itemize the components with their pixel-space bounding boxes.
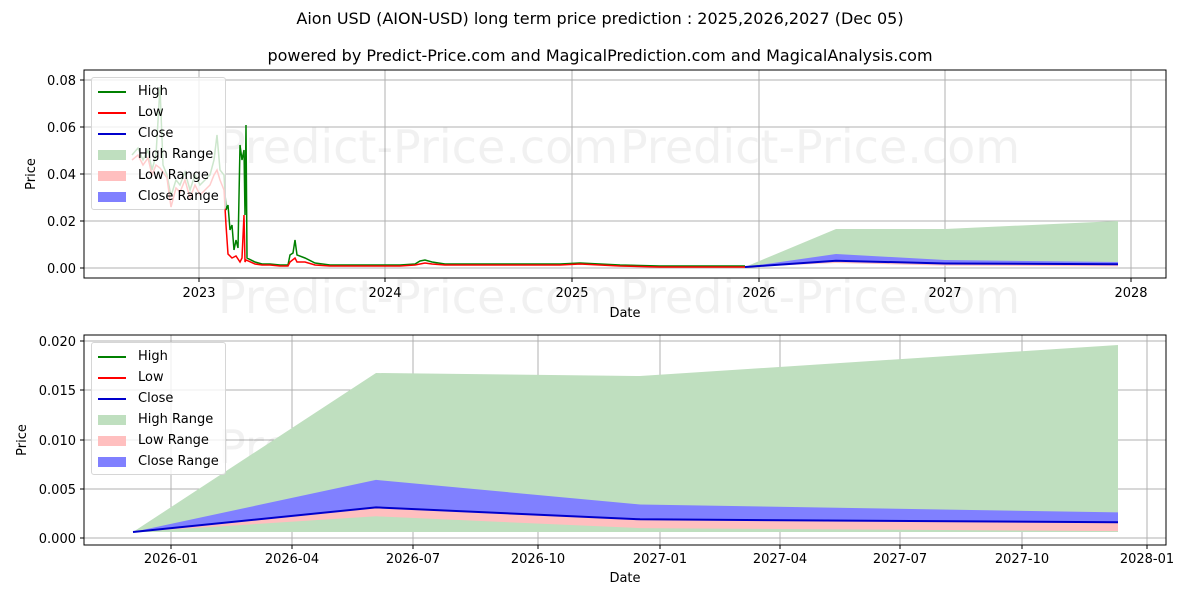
legend-item-high-range: High Range bbox=[98, 409, 219, 430]
watermark: Predict-Price.com bbox=[218, 120, 618, 174]
legend-label: Close bbox=[138, 391, 174, 406]
legend-swatch bbox=[98, 191, 126, 202]
legend-item-low-range: Low Range bbox=[98, 430, 219, 451]
legend-item-low: Low bbox=[98, 102, 219, 123]
y-tick: 0.015 bbox=[39, 384, 76, 399]
y-tick: 0.06 bbox=[47, 121, 76, 136]
top-x-ticks: 2023 2024 2025 2026 2027 2028 bbox=[182, 286, 1147, 301]
legend-item-close-range: Close Range bbox=[98, 451, 219, 472]
legend-swatch bbox=[98, 170, 126, 181]
legend-label: Close Range bbox=[138, 454, 219, 469]
legend-label: Low Range bbox=[138, 168, 209, 183]
top-chart: Predict-Price.com Predict-Price.com Pred… bbox=[24, 69, 1167, 324]
legend-swatch bbox=[98, 111, 126, 114]
legend-item-low-range: Low Range bbox=[98, 165, 219, 186]
legend-swatch bbox=[98, 397, 126, 400]
legend-swatch bbox=[98, 435, 126, 446]
watermark: Predict-Price.com bbox=[620, 120, 1020, 174]
top-grid bbox=[84, 70, 1166, 278]
chart-title: Aion USD (AION-USD) long term price pred… bbox=[296, 9, 904, 28]
legend-swatch bbox=[98, 414, 126, 425]
legend-item-high: High bbox=[98, 346, 219, 367]
legend-swatch bbox=[98, 149, 126, 160]
x-tick: 2027-10 bbox=[995, 552, 1049, 567]
close-range-area bbox=[745, 254, 1118, 267]
y-tick: 0.000 bbox=[39, 532, 76, 547]
legend-label: Close Range bbox=[138, 189, 219, 204]
x-tick: 2026 bbox=[742, 286, 775, 301]
legend-swatch bbox=[98, 376, 126, 379]
top-x-axis-label: Date bbox=[609, 306, 640, 321]
legend-item-close-range: Close Range bbox=[98, 186, 219, 207]
y-tick: 0.010 bbox=[39, 434, 76, 449]
legend-label: Low bbox=[138, 370, 164, 385]
legend-label: Low Range bbox=[138, 433, 209, 448]
x-tick: 2028 bbox=[1114, 286, 1147, 301]
x-tick: 2026-01 bbox=[144, 552, 198, 567]
y-tick: 0.020 bbox=[39, 335, 76, 350]
watermark: Predict-Price.com bbox=[218, 270, 618, 324]
legend-item-low: Low bbox=[98, 367, 219, 388]
y-tick: 0.02 bbox=[47, 215, 76, 230]
legend-label: Close bbox=[138, 126, 174, 141]
y-tick: 0.005 bbox=[39, 483, 76, 498]
legend-swatch bbox=[98, 90, 126, 93]
x-tick: 2027-01 bbox=[633, 552, 687, 567]
legend-swatch bbox=[98, 355, 126, 358]
bottom-y-ticks: 0.000 0.005 0.010 0.015 0.020 bbox=[39, 335, 76, 547]
close-range-area bbox=[133, 479, 1118, 532]
x-tick: 2023 bbox=[182, 286, 215, 301]
bottom-legend: High Low Close High Range Low Range Clos… bbox=[91, 342, 226, 475]
y-tick: 0.08 bbox=[47, 74, 76, 89]
x-tick: 2027 bbox=[928, 286, 961, 301]
legend-label: High Range bbox=[138, 147, 214, 162]
legend-swatch bbox=[98, 456, 126, 467]
x-tick: 2027-04 bbox=[753, 552, 807, 567]
top-legend: High Low Close High Range Low Range Clos… bbox=[91, 77, 226, 210]
close-line bbox=[132, 506, 1119, 533]
x-tick: 2028-01 bbox=[1120, 552, 1174, 567]
top-y-axis-label: Price bbox=[24, 158, 39, 190]
bottom-y-axis-label: Price bbox=[15, 424, 30, 456]
legend-item-high-range: High Range bbox=[98, 144, 219, 165]
legend-item-high: High bbox=[98, 81, 219, 102]
legend-label: High Range bbox=[138, 412, 214, 427]
x-tick: 2026-10 bbox=[511, 552, 565, 567]
bottom-chart: Predict-Price.com Predict-Price.com 0.00… bbox=[15, 334, 1174, 586]
chart-subtitle: powered by Predict-Price.com and Magical… bbox=[267, 46, 933, 65]
legend-item-close: Close bbox=[98, 123, 219, 144]
close-line bbox=[744, 259, 1119, 268]
y-tick: 0.04 bbox=[47, 168, 76, 183]
watermark: Predict-Price.com bbox=[620, 270, 1020, 324]
x-tick: 2027-07 bbox=[873, 552, 927, 567]
legend-swatch bbox=[98, 132, 126, 135]
x-tick: 2026-07 bbox=[386, 552, 440, 567]
top-y-ticks: 0.00 0.02 0.04 0.06 0.08 bbox=[47, 74, 76, 277]
legend-label: Low bbox=[138, 105, 164, 120]
x-tick: 2026-04 bbox=[265, 552, 319, 567]
legend-label: High bbox=[138, 84, 168, 99]
y-tick: 0.00 bbox=[47, 262, 76, 277]
x-tick: 2025 bbox=[555, 286, 588, 301]
bottom-x-ticks: 2026-01 2026-04 2026-07 2026-10 2027-01 … bbox=[144, 552, 1174, 567]
legend-item-close: Close bbox=[98, 388, 219, 409]
legend-label: High bbox=[138, 349, 168, 364]
x-tick: 2024 bbox=[368, 286, 401, 301]
bottom-x-axis-label: Date bbox=[609, 571, 640, 586]
